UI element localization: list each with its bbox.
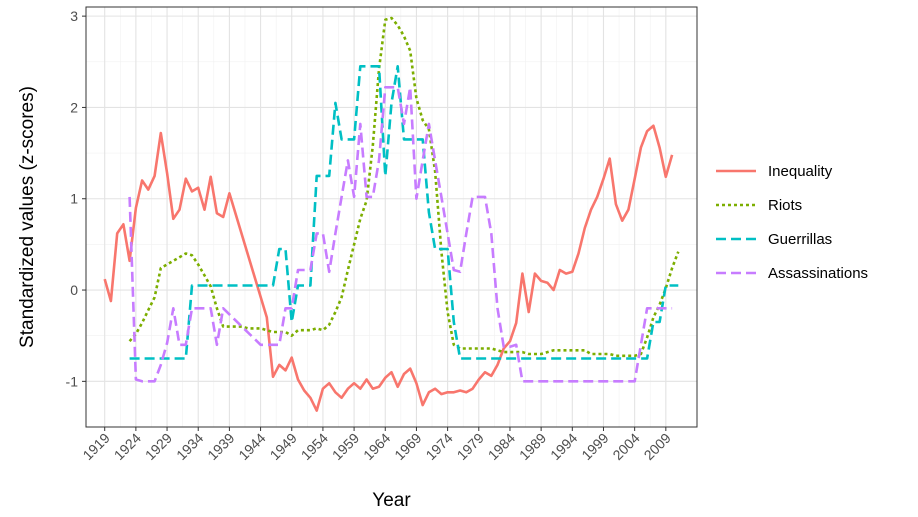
- legend-label-riots: Riots: [768, 197, 802, 214]
- legend-label-assassinations: Assassinations: [768, 265, 868, 282]
- series-lines: [103, 16, 680, 412]
- y-tick-label: 2: [70, 99, 78, 115]
- y-tick-label: 3: [70, 8, 78, 24]
- minor-gridlines: [86, 7, 697, 427]
- legend-label-guerrillas: Guerrillas: [768, 231, 832, 248]
- plot-panel-border: [85, 6, 698, 428]
- x-axis-title: Year: [372, 490, 411, 511]
- y-tick-label: 1: [70, 191, 78, 207]
- series-line-inequality: [103, 124, 674, 412]
- series-line-assassinations: [128, 86, 673, 383]
- y-tick-label: 0: [70, 282, 78, 298]
- series-line-guerrillas: [129, 65, 679, 360]
- y-axis-title: Standardized values (z-scores): [17, 86, 38, 348]
- y-tick-label: -1: [66, 373, 79, 389]
- legend: Inequality Riots Guerrillas Assassinations: [716, 163, 868, 282]
- legend-label-inequality: Inequality: [768, 163, 833, 180]
- y-axis: -1 0 1 2 3: [66, 8, 86, 389]
